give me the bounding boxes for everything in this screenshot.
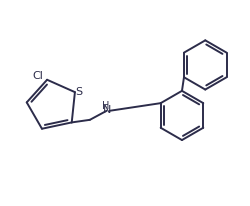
Text: H: H — [102, 101, 109, 111]
Text: Cl: Cl — [32, 71, 44, 81]
Text: N: N — [103, 105, 112, 115]
Text: S: S — [76, 87, 82, 97]
